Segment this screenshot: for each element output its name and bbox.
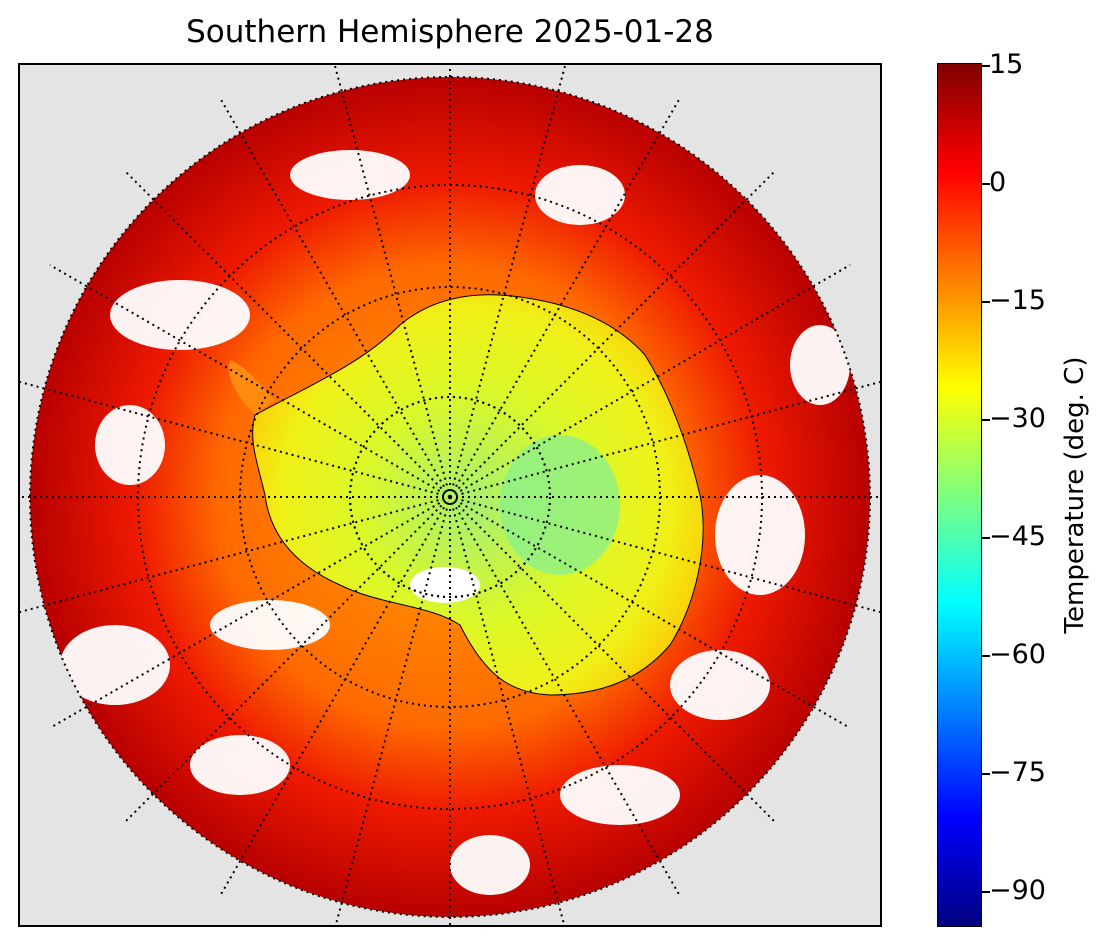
polar-map [18,63,882,927]
colorbar-label: Temperature (deg. C) [1060,356,1090,634]
colorbar-tick [982,301,990,303]
colorbar-tick-label: −75 [989,757,1046,788]
map-canvas [20,65,880,925]
colorbar-tick [982,419,990,421]
colorbar-tick-label: −60 [989,639,1046,670]
colorbar-tick [982,183,990,185]
colorbar-tick-label: 15 [989,49,1024,80]
colorbar-tick [982,65,990,67]
colorbar-tick [982,537,990,539]
colorbar [937,63,982,927]
map-title: Southern Hemisphere 2025-01-28 [186,14,714,50]
colorbar-tick [982,773,990,775]
colorbar-tick-label: 0 [989,167,1007,198]
colorbar-tick [982,655,990,657]
colorbar-tick-label: −90 [989,875,1046,906]
colorbar-tick-label: −45 [989,521,1046,552]
colorbar-tick-label: −30 [989,403,1046,434]
colorbar-tick-label: −15 [989,285,1046,316]
colorbar-tick [982,891,990,893]
